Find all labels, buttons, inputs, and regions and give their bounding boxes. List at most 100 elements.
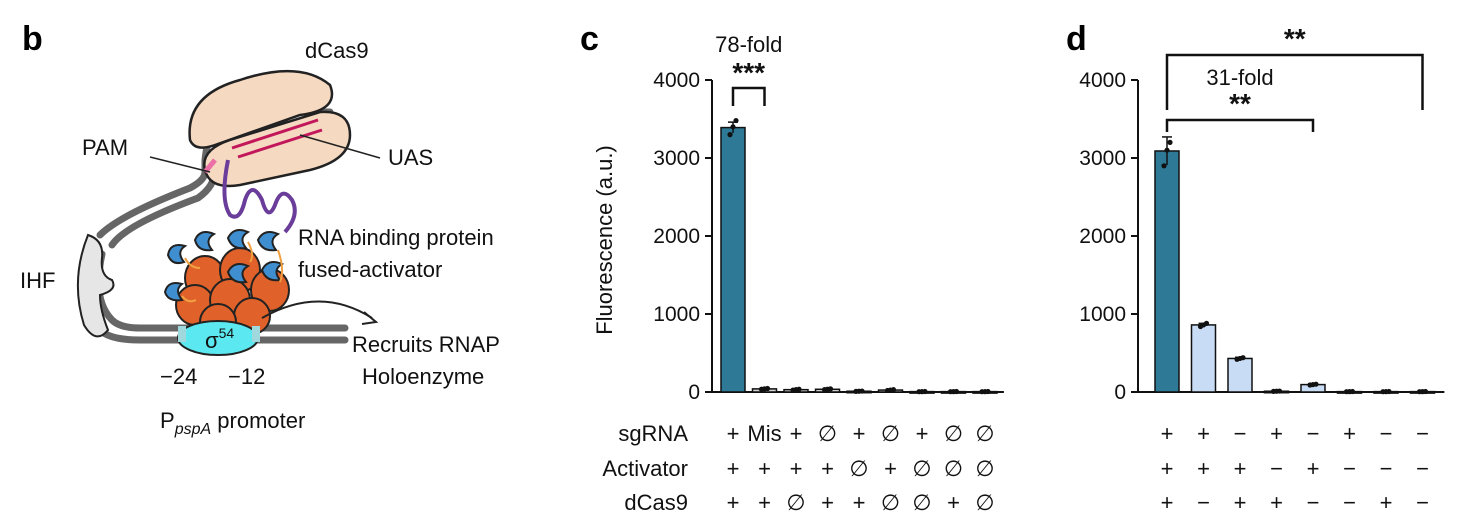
row-label-1: sgRNA: [618, 421, 688, 446]
y-tick-label: 1000: [1079, 303, 1126, 326]
condition-mark: −: [1197, 490, 1210, 515]
y-tick-label: 4000: [653, 69, 700, 92]
condition-mark: ∅: [786, 490, 805, 515]
promoter-box-12: [252, 326, 260, 342]
fold-change-label-1: 78-fold: [715, 32, 782, 57]
panel-letter-d: d: [1066, 20, 1087, 58]
condition-mark: +: [758, 456, 771, 481]
condition-mark: Mis: [747, 421, 781, 446]
y-axis-label: Fluorescence (a.u.): [592, 145, 617, 335]
condition-mark: ∅: [881, 490, 900, 515]
data-point: [1240, 355, 1246, 361]
y-tick-label: 4000: [1079, 69, 1126, 92]
condition-mark: ∅: [881, 421, 900, 446]
bar-3: [1227, 357, 1253, 393]
condition-mark: +: [1161, 456, 1174, 481]
pos-12-label: −12: [228, 364, 265, 389]
y-tick-label: 3000: [653, 147, 700, 170]
data-point: [733, 117, 739, 124]
activator-cluster: [163, 229, 290, 341]
condition-mark: +: [947, 490, 960, 515]
condition-mark: +: [821, 490, 834, 515]
data-point: [1164, 147, 1170, 153]
pos-24-label: −24: [160, 364, 197, 389]
bar-2: [1190, 324, 1217, 393]
row-label-2: Activator: [602, 456, 688, 481]
ihf-label: IHF: [20, 268, 55, 293]
data-point: [764, 385, 771, 392]
data-point: [890, 387, 897, 393]
row-label-3: dCas9: [624, 490, 688, 515]
condition-mark: +: [1270, 421, 1283, 446]
significance-bracket-2: [1165, 118, 1315, 132]
panel-letter-c: c: [580, 20, 599, 58]
condition-mark: −: [1234, 421, 1247, 446]
recruits-line1: Recruits RNAP: [352, 332, 500, 357]
recruits-line2: Holoenzyme: [362, 364, 484, 389]
condition-mark: +: [727, 490, 740, 515]
condition-mark: +: [853, 421, 866, 446]
data-point: [1167, 139, 1173, 145]
data-point: [1161, 163, 1167, 169]
condition-mark: −: [1416, 421, 1429, 446]
condition-mark: +: [790, 456, 803, 481]
condition-mark: +: [727, 456, 740, 481]
recruit-arrow: [261, 300, 373, 319]
condition-mark: +: [1307, 456, 1320, 481]
condition-mark: −: [1343, 490, 1356, 515]
rbp-label-line1: RNA binding protein: [298, 225, 494, 250]
y-tick-label: 2000: [653, 225, 700, 248]
condition-mark: +: [1234, 490, 1247, 515]
data-point: [1422, 388, 1429, 395]
condition-mark: +: [1197, 456, 1210, 481]
condition-mark: +: [1270, 490, 1283, 515]
condition-mark: +: [916, 421, 929, 446]
promoter-label: PpspA promoter: [160, 408, 305, 438]
significance-stars-2: **: [1229, 88, 1251, 119]
chart-c-bars: [720, 117, 998, 395]
rbp-label-line2: fused-activator: [298, 257, 442, 282]
promoter-box-24: [178, 326, 186, 342]
condition-mark: +: [1161, 421, 1174, 446]
condition-mark: +: [758, 490, 771, 515]
condition-mark: +: [1380, 490, 1393, 515]
recruit-arrowhead: [361, 311, 379, 325]
fold-change-label-2: 31-fold: [1206, 65, 1273, 90]
condition-mark: +: [1197, 421, 1210, 446]
condition-mark: −: [1416, 490, 1429, 515]
significance-stars-1: **: [1284, 23, 1306, 54]
condition-mark: +: [853, 490, 866, 515]
uas-pointer: [299, 134, 381, 159]
condition-mark: +: [821, 456, 834, 481]
condition-mark: ∅: [975, 456, 994, 481]
condition-mark: −: [1380, 421, 1393, 446]
chart-d-bars: [1154, 136, 1436, 395]
data-point: [796, 386, 802, 392]
condition-mark: −: [1380, 456, 1393, 481]
data-point: [1386, 388, 1392, 395]
significance-bracket-1: [1165, 53, 1424, 110]
condition-mark: −: [1343, 456, 1356, 481]
condition-mark: +: [727, 421, 740, 446]
panel-c-chart: c Fluorescence (a.u.) 01000200030004000 …: [580, 20, 1004, 515]
y-tick-label: 2000: [1079, 225, 1126, 248]
panel-b-schematic: b IHF dCas9 PAM UAS: [20, 20, 500, 438]
condition-mark: ∅: [818, 421, 837, 446]
condition-mark: ∅: [944, 456, 963, 481]
uas-label: UAS: [388, 145, 433, 170]
data-point: [1276, 388, 1283, 394]
condition-mark: +: [1234, 456, 1247, 481]
condition-mark: −: [1270, 456, 1283, 481]
data-point: [730, 124, 736, 130]
chart-d-axes: 0 1000 2000 3000 4000: [1079, 69, 1445, 404]
dcas9-protein: [188, 69, 352, 188]
significance-bracket-1: [731, 86, 766, 106]
condition-mark: +: [790, 421, 803, 446]
data-point: [922, 388, 928, 395]
data-point: [1203, 320, 1210, 326]
data-point: [1349, 388, 1356, 395]
pam-label: PAM: [82, 135, 128, 160]
condition-mark: ∅: [944, 421, 963, 446]
data-point: [1313, 381, 1319, 387]
pam-pointer: [149, 156, 211, 173]
